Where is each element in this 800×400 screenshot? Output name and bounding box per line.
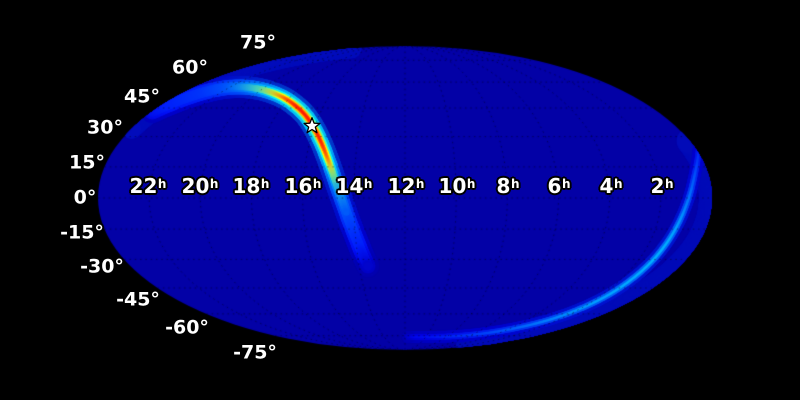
dec-label-45deg: 45° [124, 85, 160, 108]
ra-label-unit: h [415, 177, 425, 191]
dec-label--30deg: -30° [80, 255, 124, 278]
ra-label-value: 16 [284, 174, 313, 198]
ra-label-value: 2 [650, 174, 665, 198]
ra-label-22h: 22h [130, 176, 167, 196]
ra-label-value: 8 [496, 174, 511, 198]
ra-label-unit: h [561, 177, 571, 191]
ra-label-unit: h [466, 177, 476, 191]
ra-label-value: 20 [181, 174, 210, 198]
ra-label-2h: 2h [651, 176, 674, 196]
dec-label-75deg: 75° [240, 31, 276, 54]
ra-label-18h: 18h [233, 176, 270, 196]
ra-label-value: 10 [438, 174, 467, 198]
ra-label-14h: 14h [336, 176, 373, 196]
ra-label-value: 12 [387, 174, 416, 198]
ra-label-value: 4 [599, 174, 614, 198]
ra-label-6h: 6h [548, 176, 571, 196]
ra-label-12h: 12h [388, 176, 425, 196]
ra-label-20h: 20h [182, 176, 219, 196]
ra-label-4h: 4h [600, 176, 623, 196]
dec-label-0deg: 0° [73, 186, 97, 209]
ra-label-unit: h [312, 177, 322, 191]
dec-label-15deg: 15° [69, 151, 105, 174]
dec-label-30deg: 30° [87, 116, 123, 139]
dec-label--60deg: -60° [165, 316, 209, 339]
ra-label-unit: h [157, 177, 167, 191]
ra-label-8h: 8h [497, 176, 520, 196]
ra-label-unit: h [664, 177, 674, 191]
star-marker-icon [303, 117, 321, 134]
dec-label--45deg: -45° [116, 288, 160, 311]
ra-label-unit: h [260, 177, 270, 191]
ra-label-value: 22 [129, 174, 158, 198]
dec-label--15deg: -15° [60, 221, 104, 244]
ra-label-value: 6 [547, 174, 562, 198]
ra-label-unit: h [613, 177, 623, 191]
ra-label-10h: 10h [439, 176, 476, 196]
dec-label-60deg: 60° [172, 56, 208, 79]
ra-label-unit: h [209, 177, 219, 191]
ra-label-value: 14 [335, 174, 364, 198]
dec-label--75deg: -75° [233, 341, 277, 364]
ra-label-value: 18 [232, 174, 261, 198]
ra-label-unit: h [510, 177, 520, 191]
ra-label-16h: 16h [285, 176, 322, 196]
ra-label-unit: h [363, 177, 373, 191]
